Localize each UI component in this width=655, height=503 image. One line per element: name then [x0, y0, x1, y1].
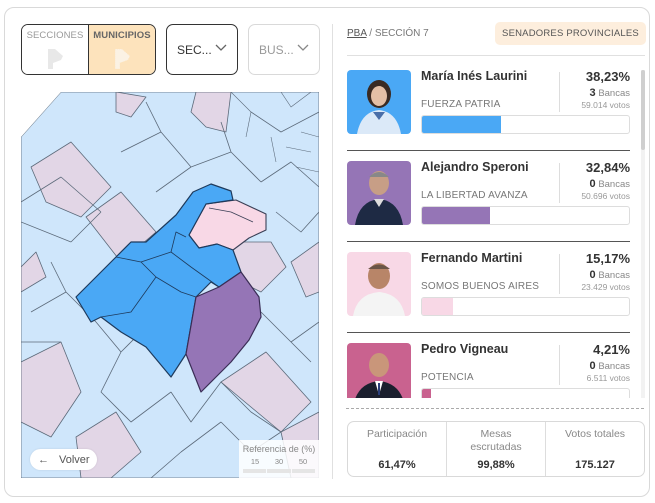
- card-divider: [347, 150, 630, 151]
- candidate-party: SOMOS BUENOS AIRES: [421, 281, 540, 292]
- candidate-seats: 0 Bancas: [590, 178, 630, 190]
- section-select-value: SEC...: [177, 42, 212, 57]
- list-scrollbar-thumb[interactable]: [641, 70, 645, 150]
- view-toggle: SECCIONES MUNICIPIOS: [21, 24, 156, 75]
- list-scrollbar[interactable]: [641, 70, 645, 398]
- search-select[interactable]: BUS...: [248, 24, 320, 75]
- seats-count: 0: [589, 269, 596, 281]
- candidate-votes: 50.696 votos: [581, 191, 630, 201]
- header-divider: [347, 55, 645, 56]
- breadcrumb-separator: /: [369, 28, 373, 39]
- candidate-photo: [347, 343, 411, 398]
- card-separator: [559, 72, 560, 112]
- seats-count: 0: [589, 178, 596, 190]
- card-divider: [347, 332, 630, 333]
- candidate-photo: [347, 252, 411, 316]
- stat-value: 99,88%: [477, 459, 515, 471]
- card-separator: [559, 163, 560, 203]
- card-separator: [559, 345, 560, 385]
- legend-title: Referencia de (%): [242, 444, 316, 454]
- candidate-name: Pedro Vigneau: [421, 342, 509, 356]
- toggle-secciones-label: SECCIONES: [26, 30, 84, 41]
- candidate-votes: 59.014 votos: [581, 100, 630, 110]
- back-button-label: Volver: [59, 453, 90, 466]
- dashed-divider: [346, 408, 644, 409]
- candidate-percent: 15,17%: [585, 251, 630, 266]
- back-button[interactable]: ← Volver: [30, 449, 97, 470]
- vote-share-bar: [421, 297, 630, 316]
- candidate-votes: 6.511 votos: [586, 373, 630, 383]
- legend-tick: 50: [298, 457, 308, 466]
- stat-total-votes: Votos totales 175.127: [545, 422, 644, 476]
- candidate-card[interactable]: Alejandro Speroni LA LIBERTAD AVANZA 32,…: [346, 153, 632, 244]
- stat-label: Participación: [366, 428, 428, 440]
- toggle-secciones[interactable]: SECCIONES: [22, 25, 89, 74]
- candidate-card[interactable]: Fernando Martini SOMOS BUENOS AIRES 15,1…: [346, 244, 632, 335]
- stat-value: 61,47%: [378, 459, 416, 471]
- seats-label: Bancas: [598, 179, 630, 190]
- seats-label: Bancas: [598, 361, 630, 372]
- stat-tables-counted: Mesas escrutadas 99,88%: [446, 422, 545, 476]
- toggle-municipios-label: MUNICIPIOS: [93, 30, 151, 41]
- seats-label: Bancas: [598, 88, 630, 99]
- chamber-badge[interactable]: SENADORES PROVINCIALES: [495, 22, 646, 45]
- vote-share-bar: [421, 388, 630, 398]
- section-select[interactable]: SEC...: [166, 24, 238, 75]
- legend-ticks: 15 30 50: [239, 457, 319, 466]
- candidate-votes: 23.429 votos: [581, 282, 630, 292]
- candidate-percent: 38,23%: [585, 69, 630, 84]
- stat-value: 175.127: [575, 459, 615, 471]
- breadcrumb-current: SECCIÓN 7: [374, 28, 429, 39]
- candidate-party: LA LIBERTAD AVANZA: [421, 190, 528, 201]
- municipalities-icon: [114, 48, 131, 70]
- legend-scale: [243, 469, 315, 473]
- stat-participation: Participación 61,47%: [348, 422, 446, 476]
- candidate-percent: 32,84%: [585, 160, 630, 175]
- seats-count: 0: [589, 360, 596, 372]
- search-select-value: BUS...: [259, 42, 294, 57]
- legend-tick: 30: [274, 457, 284, 466]
- candidates-list: María Inés Laurini FUERZA PATRIA 38,23% …: [346, 62, 632, 398]
- candidate-seats: 0 Bancas: [590, 360, 630, 372]
- vote-share-bar: [421, 206, 630, 225]
- toggle-municipios[interactable]: MUNICIPIOS: [89, 25, 155, 74]
- arrow-left-icon: ←: [38, 453, 49, 466]
- panel-divider: [332, 24, 333, 479]
- stat-label: Votos totales: [564, 428, 626, 440]
- summary-stats: Participación 61,47% Mesas escrutadas 99…: [347, 421, 645, 477]
- stat-label: Mesas escrutadas: [470, 428, 522, 453]
- municipalities-map[interactable]: [21, 92, 319, 478]
- card-divider: [347, 241, 630, 242]
- candidate-party: FUERZA PATRIA: [421, 99, 501, 110]
- breadcrumb: PBA / SECCIÓN 7: [347, 28, 429, 39]
- candidate-percent: 4,21%: [593, 342, 630, 357]
- candidate-seats: 3 Bancas: [590, 87, 630, 99]
- province-icon: [48, 49, 63, 69]
- map-legend: Referencia de (%) 15 30 50: [239, 440, 319, 478]
- breadcrumb-root-link[interactable]: PBA: [347, 28, 367, 39]
- candidate-photo: [347, 70, 411, 134]
- candidate-party: POTENCIA: [421, 372, 474, 383]
- results-map[interactable]: [21, 92, 319, 478]
- candidate-card[interactable]: María Inés Laurini FUERZA PATRIA 38,23% …: [346, 62, 632, 153]
- candidate-photo: [347, 161, 411, 225]
- legend-tick: 15: [250, 457, 260, 466]
- seats-count: 3: [589, 87, 596, 99]
- candidate-name: Alejandro Speroni: [421, 160, 529, 174]
- candidate-card[interactable]: Pedro Vigneau POTENCIA 4,21% 0 Bancas 6.…: [346, 335, 632, 398]
- vote-share-bar: [421, 115, 630, 134]
- card-separator: [559, 254, 560, 294]
- candidate-seats: 0 Bancas: [590, 269, 630, 281]
- seats-label: Bancas: [598, 270, 630, 281]
- candidate-name: María Inés Laurini: [421, 69, 528, 83]
- chevron-down-icon: [215, 44, 227, 51]
- chevron-down-icon: [297, 44, 309, 51]
- candidate-name: Fernando Martini: [421, 251, 523, 265]
